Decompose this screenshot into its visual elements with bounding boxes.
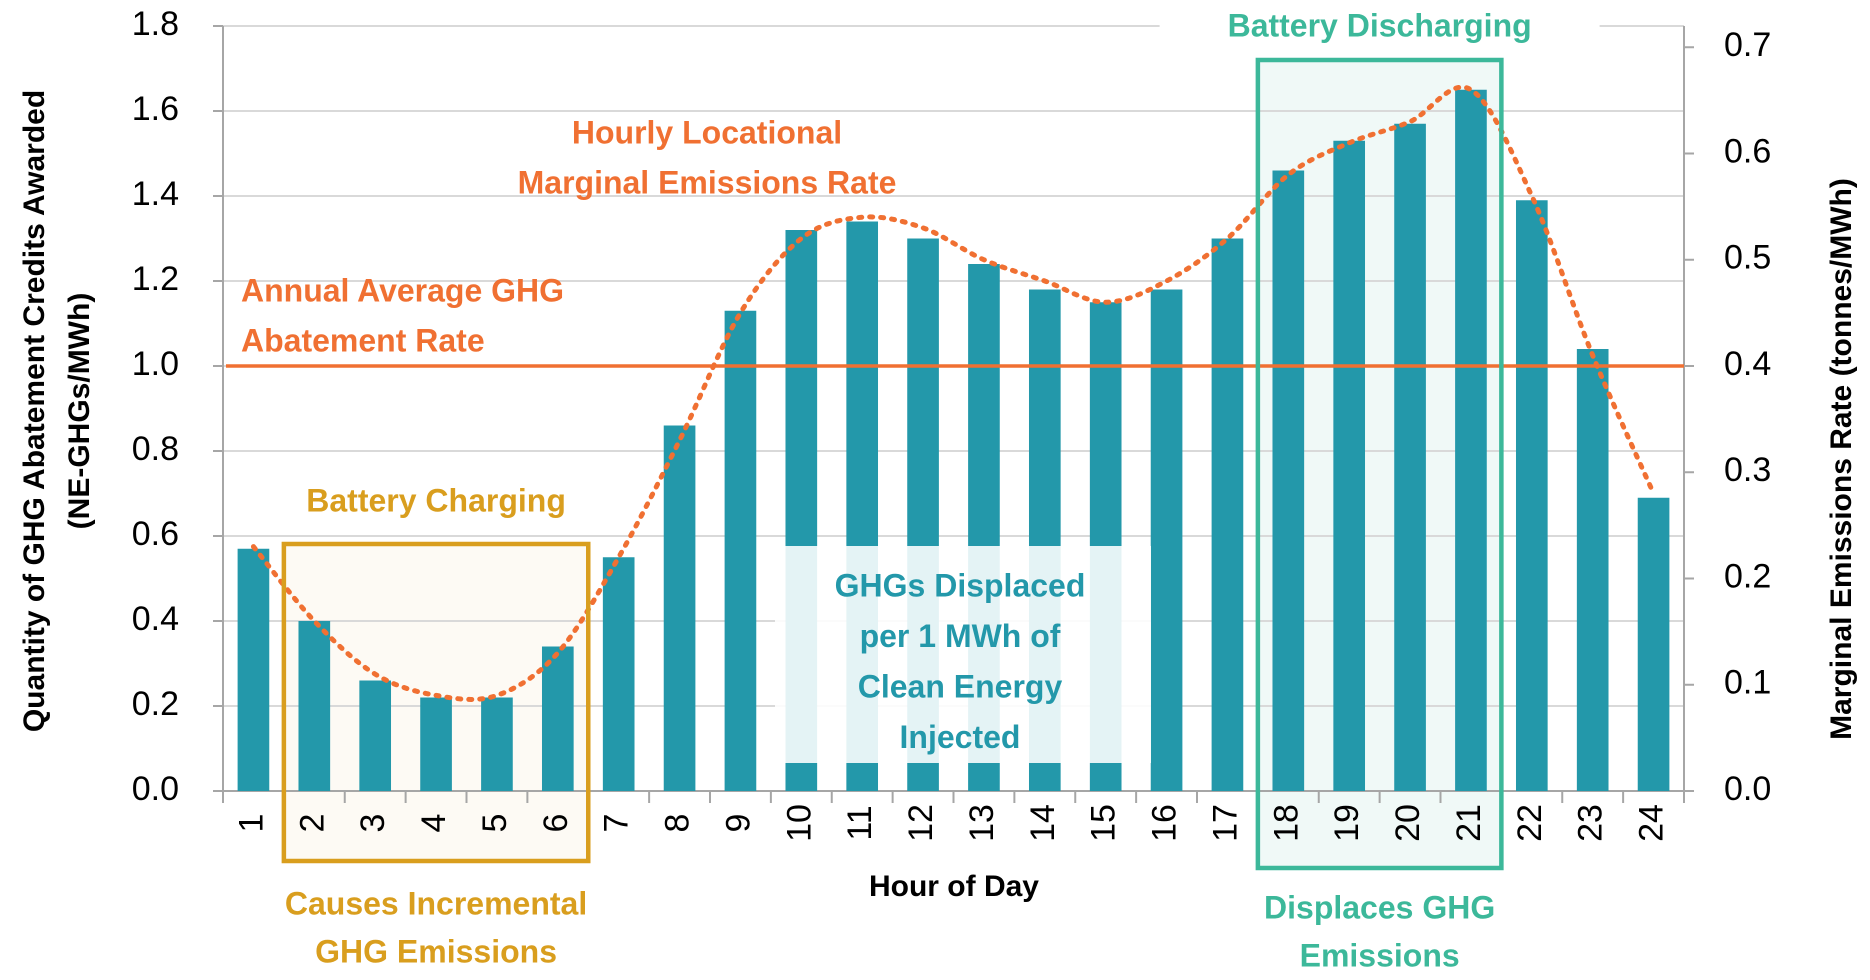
x-tick-label: 18	[1267, 804, 1305, 842]
bar	[541, 646, 574, 791]
highlight-label: Battery Discharging	[1228, 7, 1532, 43]
x-tick-label: 24	[1633, 804, 1671, 842]
y2-tick-label: 0.0	[1724, 770, 1771, 808]
bar	[1455, 89, 1487, 791]
y2-tick-label: 0.7	[1724, 26, 1771, 64]
y-tick-label: 1.8	[132, 5, 179, 43]
y-tick-label: 0.8	[132, 430, 179, 468]
x-tick-label: 16	[1146, 804, 1184, 842]
bar	[1333, 140, 1366, 791]
note-text: Injected	[900, 719, 1021, 755]
note-backdrop	[775, 546, 1151, 763]
note-text: per 1 MWh of	[860, 618, 1061, 654]
x-tick-label: 13	[963, 804, 1001, 842]
note-text: Clean Energy	[858, 668, 1063, 704]
x-tick-label: 14	[1024, 804, 1062, 842]
highlight-outline	[281, 541, 591, 864]
bar	[1576, 349, 1609, 791]
y-tick-label: 1.6	[132, 90, 179, 128]
x-tick-label: 6	[537, 814, 575, 833]
highlight-caption: GHG Emissions	[315, 933, 557, 969]
label-backdrop	[1159, 4, 1600, 50]
x-tick-label: 20	[1389, 804, 1427, 842]
y-tick-label: 1.4	[132, 175, 179, 213]
x-tick-label: 22	[1511, 804, 1549, 842]
bar	[1272, 170, 1305, 791]
y-axis-label: Quantity of GHG Abatement Credits Awarde…	[18, 90, 51, 732]
x-axis-label: Hour of Day	[869, 870, 1039, 903]
y-tick-label: 0.4	[132, 600, 179, 638]
y2-tick-label: 0.3	[1724, 451, 1771, 489]
bar	[359, 680, 392, 791]
x-tick-label: 8	[659, 814, 697, 833]
line-label: Marginal Emissions Rate	[518, 164, 897, 200]
bar	[1150, 289, 1183, 791]
highlight-caption: Emissions	[1300, 937, 1460, 973]
x-tick-label: 2	[293, 814, 331, 833]
y2-tick-label: 0.6	[1724, 132, 1771, 170]
bar	[1394, 123, 1426, 791]
highlight-label: Battery Charging	[306, 482, 566, 518]
bar	[602, 557, 635, 791]
x-tick-label: 17	[1206, 804, 1244, 842]
bar	[1637, 497, 1670, 791]
highlight-caption: Displaces GHG	[1264, 889, 1495, 925]
x-tick-label: 4	[415, 814, 453, 833]
y2-tick-label: 0.1	[1724, 664, 1771, 702]
x-tick-label: 21	[1450, 804, 1488, 842]
note-text: GHGs Displaced	[835, 567, 1086, 603]
reference-label: Abatement Rate	[241, 322, 485, 358]
y-tick-label: 0.0	[132, 770, 179, 808]
bar	[724, 310, 757, 791]
x-tick-label: 19	[1328, 804, 1366, 842]
bar	[1515, 200, 1548, 791]
highlight-caption: Causes Incremental	[285, 885, 587, 921]
y-axis-label: (NE-GHGs/MWh)	[63, 293, 96, 530]
y-tick-label: 1.0	[132, 345, 179, 383]
y2-tick-label: 0.5	[1724, 239, 1771, 277]
y-tick-label: 0.2	[132, 685, 179, 723]
y2-tick-label: 0.2	[1724, 557, 1771, 595]
emissions-line	[250, 84, 1657, 702]
x-tick-label: 15	[1085, 804, 1123, 842]
x-tick-label: 10	[780, 804, 818, 842]
y-tick-label: 0.6	[132, 515, 179, 553]
x-tick-label: 12	[902, 804, 940, 842]
bar	[663, 425, 696, 791]
bar	[481, 697, 513, 791]
y-tick-label: 1.2	[132, 260, 179, 298]
y2-tick-label: 0.4	[1724, 345, 1771, 383]
x-tick-label: 23	[1572, 804, 1610, 842]
bar	[420, 697, 452, 791]
highlight-outline	[1255, 57, 1504, 871]
bar	[1211, 238, 1244, 791]
bar	[298, 621, 331, 791]
y2-axis-label: Marginal Emissions Rate (tonnes/MWh)	[1825, 178, 1858, 740]
x-tick-label: 9	[719, 814, 757, 833]
x-tick-label: 5	[476, 814, 514, 833]
x-tick-label: 1	[232, 814, 270, 833]
reference-label: Annual Average GHG	[241, 272, 564, 308]
x-tick-label: 7	[598, 814, 636, 833]
x-tick-label: 3	[354, 814, 392, 833]
line-label: Hourly Locational	[572, 114, 842, 150]
x-tick-label: 11	[841, 805, 879, 840]
bar	[237, 548, 270, 791]
